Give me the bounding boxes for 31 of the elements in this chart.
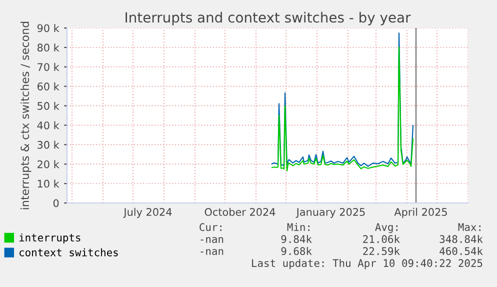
y-tick-label: 70 k: [38, 62, 60, 71]
text: Last update: Thu Apr 10 09:40:22 2025: [252, 258, 482, 270]
text: Max:: [458, 223, 480, 232]
text: Min:: [287, 222, 310, 231]
text: -nan: [200, 237, 224, 244]
y-tick-label: 40 k: [37, 121, 60, 130]
y-tick-label: 10 k: [38, 180, 60, 188]
text: 348.84k: [440, 234, 483, 244]
x-tick-label: April 2025: [394, 208, 447, 218]
legend-label: context switches: [20, 248, 118, 256]
text: Avg:: [375, 223, 398, 234]
text: 22.59k: [363, 246, 400, 256]
text: 21.06k: [363, 234, 400, 244]
text: 9.84k: [281, 234, 312, 244]
y-tick-label: 80 k: [37, 43, 60, 52]
text: -nan: [200, 249, 224, 256]
x-tick-label: October 2024: [204, 208, 276, 216]
y-tick-label: 50 k: [38, 102, 60, 110]
y-tick-label: 30 k: [38, 140, 60, 149]
text: Cur:: [200, 223, 222, 232]
y-axis-title: interrupts & ctx switches / second: [20, 22, 32, 210]
y-tick-label: 0: [53, 199, 59, 208]
chart-title: Interrupts and context switches - by year: [126, 12, 411, 26]
legend-label: interrupts: [19, 233, 80, 244]
x-tick-label: July 2024: [123, 208, 172, 218]
text: 9.68k: [281, 246, 312, 256]
x-tick-label: January 2025: [296, 208, 365, 218]
y-tick-label: 90 k: [37, 24, 60, 32]
text: 460.54k: [440, 246, 483, 256]
y-tick-label: 60 k: [37, 82, 60, 90]
y-tick-label: 20 k: [38, 160, 60, 168]
